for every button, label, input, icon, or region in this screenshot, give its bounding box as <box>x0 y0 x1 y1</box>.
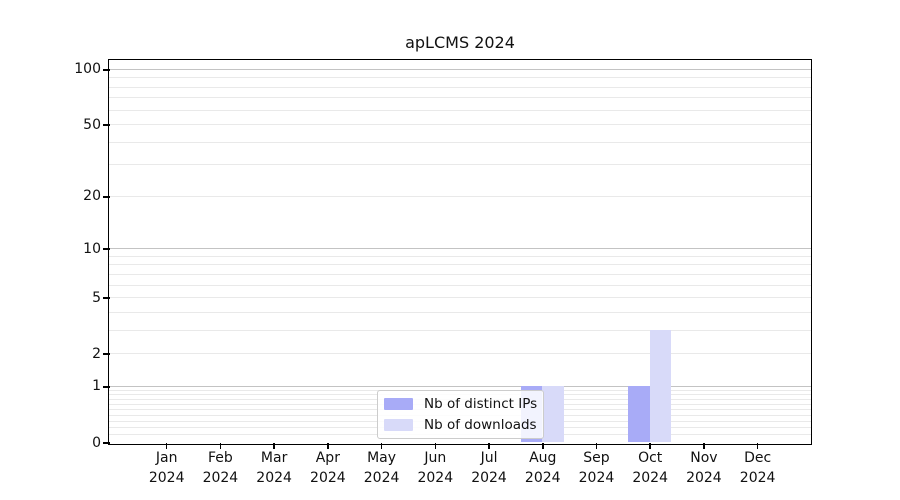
gridline-minor <box>109 329 811 331</box>
x-tick-mark <box>488 443 490 449</box>
x-tick-label: Feb 2024 <box>202 450 239 486</box>
y-tick-mark <box>103 386 110 388</box>
y-tick-label: 0 <box>92 434 101 451</box>
gridline-minor <box>109 264 811 266</box>
x-tick-label: Dec 2024 <box>739 450 776 486</box>
gridline-minor <box>109 141 811 143</box>
legend-swatch-distinct-ips <box>384 398 413 410</box>
x-tick-mark <box>703 443 705 449</box>
bar-downloads-oct <box>649 330 672 443</box>
x-tick-mark <box>273 443 275 449</box>
x-tick-label: Jul 2024 <box>471 450 507 486</box>
legend-swatch-downloads <box>384 419 413 431</box>
gridline-minor <box>109 273 811 275</box>
y-tick-label: 100 <box>74 61 101 78</box>
x-tick-label: Aug 2024 <box>524 450 561 486</box>
y-tick-mark <box>103 196 110 198</box>
y-tick-label: 1 <box>92 378 101 395</box>
x-tick-mark <box>165 443 168 449</box>
x-tick-label: Apr 2024 <box>310 450 346 486</box>
gridline-major <box>109 247 811 250</box>
x-tick-label: Nov 2024 <box>686 450 722 486</box>
x-tick-mark <box>649 443 651 449</box>
y-tick-label: 50 <box>83 116 101 133</box>
gridline-major <box>109 385 811 388</box>
y-tick-mark <box>103 69 110 71</box>
x-tick-label: May 2024 <box>363 450 400 486</box>
x-tick-mark <box>434 443 437 449</box>
gridline-minor <box>109 195 811 197</box>
legend-item-downloads: Nb of downloads <box>384 417 539 433</box>
y-tick-label: 5 <box>92 289 101 306</box>
legend-item-distinct-ips: Nb of distinct IPs <box>384 396 539 412</box>
legend: Nb of distinct IPs Nb of downloads <box>377 390 544 439</box>
y-tick-mark <box>103 442 110 444</box>
x-tick-mark <box>380 443 383 449</box>
gridline-minor <box>109 255 811 257</box>
gridline-minor <box>109 353 811 355</box>
gridline-minor <box>109 124 811 126</box>
x-tick-label: Jan 2024 <box>148 450 185 486</box>
x-tick-mark <box>541 443 544 449</box>
gridline-minor <box>109 284 811 286</box>
y-tick-mark <box>103 124 110 126</box>
gridline-major <box>109 68 811 71</box>
plot-area <box>108 59 812 445</box>
x-tick-mark <box>756 443 759 449</box>
x-tick-mark <box>327 443 329 449</box>
gridline-minor <box>109 311 811 313</box>
y-tick-mark <box>103 297 110 299</box>
y-tick-label: 20 <box>83 188 101 205</box>
legend-label-downloads: Nb of downloads <box>424 417 537 433</box>
y-tick-mark <box>103 353 110 355</box>
gridline-minor <box>109 164 811 166</box>
y-tick-label: 10 <box>83 240 101 257</box>
y-tick-label: 2 <box>92 345 101 362</box>
gridline-minor <box>109 97 811 99</box>
legend-label-distinct-ips: Nb of distinct IPs <box>424 396 538 412</box>
gridline-minor <box>109 297 811 299</box>
x-tick-label: Mar 2024 <box>256 450 292 486</box>
x-tick-label: Oct 2024 <box>632 450 668 486</box>
y-tick-mark <box>103 248 110 250</box>
chart-title: apLCMS 2024 <box>405 33 515 52</box>
gridline-minor <box>109 86 811 88</box>
x-tick-mark <box>595 443 598 449</box>
x-tick-label: Sep 2024 <box>578 450 615 486</box>
bar-downloads-aug <box>542 386 564 443</box>
bar-distinct-ips-oct <box>628 386 650 443</box>
x-tick-mark <box>219 443 222 449</box>
gridline-minor <box>109 109 811 111</box>
x-tick-label: Jun 2024 <box>417 450 454 486</box>
gridline-minor <box>109 77 811 79</box>
